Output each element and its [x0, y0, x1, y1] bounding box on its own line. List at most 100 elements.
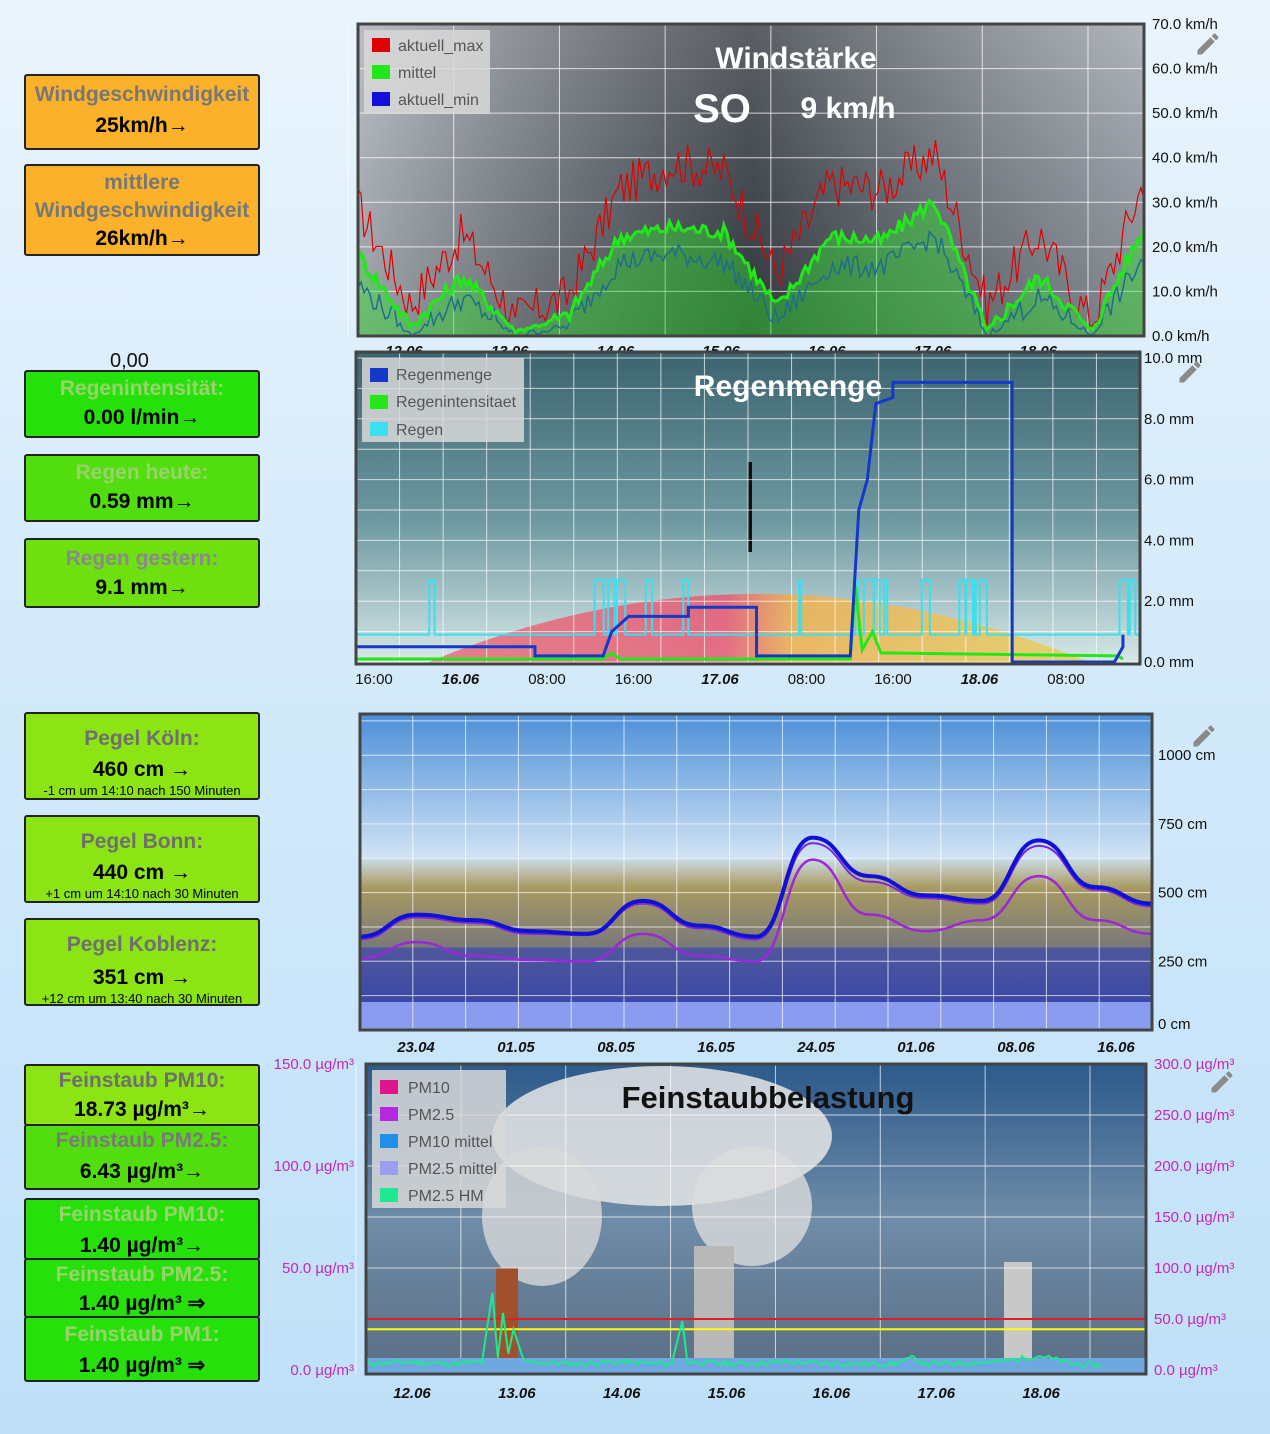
pencil-icon[interactable]	[1194, 30, 1222, 58]
tile-rain-intensity[interactable]: Regenintensität: 0.00 l/min→	[24, 370, 260, 438]
y-tick-label: 6.0 mm	[1144, 472, 1194, 489]
legend-label-min: aktuell_min	[398, 92, 479, 109]
series-line-Regenmenge	[356, 380, 1125, 664]
tile-pm25-a[interactable]: Feinstaub PM2.5: 6.43 µg/m³→	[24, 1124, 260, 1190]
pegel-chart[interactable]: 0 cm 250 cm 500 cm 750 cm 1000 cm 23.04 01.05…	[358, 712, 1258, 1062]
x-tick-label: 17.06	[918, 1385, 956, 1402]
x-tick-label: 08.06	[997, 1039, 1035, 1056]
smoke-decoration	[692, 1146, 812, 1266]
tile-label: Windgeschwindigkeit	[34, 83, 250, 106]
tile-label: Pegel Bonn:	[80, 830, 204, 853]
feinstaub-chart[interactable]: 0.0 µg/m³ 50.0 µg/m³ 100.0 µg/m³ 150.0 µg/m…	[262, 1056, 1258, 1406]
y-tick-label: 10.0 mm	[1144, 350, 1202, 367]
rain-chart-svg: 0.0 mm 2.0 mm 4.0 mm 6.0 mm 8.0 mm 10.0 mm 16…	[354, 350, 1202, 688]
legend-swatch-pm10-mittel	[380, 1134, 398, 1148]
y-tick-label-right: 200.0 µg/m³	[1154, 1158, 1234, 1175]
y-tick-label: 30.0 km/h	[1152, 194, 1218, 211]
legend-swatch-pm10	[380, 1080, 398, 1094]
tile-label: Regen heute:	[75, 461, 209, 484]
y-tick-label-right: 0.0 µg/m³	[1154, 1362, 1218, 1379]
tile-value: 25km/h→	[95, 114, 189, 137]
series-line-aktuell_min	[357, 229, 1145, 338]
plot-frame	[354, 350, 1142, 666]
feinstaub-legend: PM10 PM2.5 PM10 mittel PM2.5 mittel PM2.…	[372, 1070, 506, 1208]
pencil-icon[interactable]	[1176, 358, 1204, 386]
y-tick-label: 40.0 km/h	[1152, 150, 1218, 167]
x-tick-label: 15.06	[708, 1385, 746, 1402]
tile-wind-speed[interactable]: Windgeschwindigkeit 25km/h→	[24, 74, 260, 150]
x-tick-label: 12.06	[393, 1385, 431, 1402]
tile-value: 1.40 µg/m³ ⇒	[78, 1354, 206, 1377]
x-tick-label: 16:00	[355, 671, 393, 688]
pegel-chart-svg: 0 cm 250 cm 500 cm 750 cm 1000 cm 23.04 01.05…	[358, 712, 1216, 1056]
tile-pegel-koeln[interactable]: Pegel Köln: 460 cm → -1 cm um 14:10 nach…	[24, 712, 260, 800]
legend-label-pm25: PM2.5	[408, 1107, 454, 1124]
legend-swatch-intensitaet	[370, 395, 388, 409]
rain-zero-readout: 0,00	[110, 350, 149, 372]
tile-value: 0.59 mm→	[89, 490, 195, 513]
x-tick-label: 01.05	[497, 1039, 535, 1056]
pencil-icon[interactable]	[1208, 1068, 1236, 1096]
tile-rain-yesterday[interactable]: Regen gestern: 9.1 mm→	[24, 538, 260, 608]
wind-legend: aktuell_max mittel aktuell_min	[364, 30, 490, 114]
tile-pm1-b[interactable]: Feinstaub PM1: 1.40 µg/m³ ⇒	[24, 1316, 260, 1382]
x-tick-label: 01.06	[897, 1039, 935, 1056]
x-tick-label: 24.05	[796, 1039, 835, 1056]
legend-label-intensitaet: Regenintensitaet	[396, 394, 517, 411]
tile-value: 9.1 mm→	[95, 576, 189, 599]
pencil-icon[interactable]	[1190, 722, 1218, 750]
legend-label-avg: mittel	[398, 65, 436, 82]
legend-label-pm10: PM10	[408, 1080, 450, 1097]
x-tick-label: 08:00	[1047, 671, 1085, 688]
x-tick-label: 16.05	[697, 1039, 735, 1056]
tile-rain-today[interactable]: Regen heute: 0.59 mm→	[24, 454, 260, 522]
tile-value: 18.73 µg/m³→	[74, 1098, 210, 1121]
umbrella-decoration	[424, 594, 1094, 664]
legend-label-pm25-hm: PM2.5 HM	[408, 1188, 484, 1205]
legend-label-pm25-mittel: PM2.5 mittel	[408, 1161, 497, 1178]
y-tick-label-left: 150.0 µg/m³	[274, 1056, 354, 1073]
tile-pm10-a[interactable]: Feinstaub PM10: 18.73 µg/m³→	[24, 1064, 260, 1126]
y-tick-label: 70.0 km/h	[1152, 16, 1218, 33]
tile-pm10-b[interactable]: Feinstaub PM10: 1.40 µg/m³→	[24, 1198, 260, 1260]
x-tick-label: 08:00	[528, 671, 566, 688]
y-tick-label: 60.0 km/h	[1152, 61, 1218, 78]
tile-label: Feinstaub PM1:	[64, 1323, 220, 1346]
tile-subtext: -1 cm um 14:10 nach 150 Minuten	[43, 783, 241, 798]
y-tick-label-right: 50.0 µg/m³	[1154, 1311, 1226, 1328]
tile-label-line1: mittlere	[104, 171, 180, 194]
tile-pegel-koblenz[interactable]: Pegel Koblenz: 351 cm → +12 cm um 13:40 …	[24, 918, 260, 1006]
tile-label: Pegel Koblenz:	[66, 933, 218, 956]
water-band	[360, 1002, 1152, 1030]
rain-chart[interactable]: 0.0 mm 2.0 mm 4.0 mm 6.0 mm 8.0 mm 10.0 mm 16…	[354, 344, 1254, 694]
x-tick-label: 18.06	[961, 671, 999, 688]
legend-swatch-pm25-mittel	[380, 1161, 398, 1175]
legend-swatch-regenmenge	[370, 368, 388, 382]
tile-value: 460 cm →	[92, 758, 192, 781]
plot-frame	[356, 22, 1146, 338]
x-tick-label: 23.04	[396, 1039, 435, 1056]
tile-label: Regen gestern:	[65, 547, 219, 570]
tile-pm25-b[interactable]: Feinstaub PM2.5: 1.40 µg/m³ ⇒	[24, 1258, 260, 1318]
y-tick-label: 1000 cm	[1158, 747, 1216, 764]
x-tick-label: 16.06	[1097, 1039, 1135, 1056]
y-tick-label: 0 cm	[1158, 1016, 1191, 1033]
y-tick-label: 20.0 km/h	[1152, 239, 1218, 256]
wind-chart[interactable]: 0.0 km/h 10.0 km/h 20.0 km/h 30.0 km/h 40.0 …	[347, 14, 1256, 364]
x-tick-label: 16:00	[874, 671, 912, 688]
rain-legend: Regenmenge Regenintensitaet Regen	[362, 358, 524, 442]
tile-label: Feinstaub PM2.5:	[55, 1129, 229, 1152]
series-area-mittel	[358, 200, 1144, 336]
series-line-aktuell_max	[357, 140, 1145, 327]
tile-pegel-bonn[interactable]: Pegel Bonn: 440 cm → +1 cm um 14:10 nach…	[24, 815, 260, 903]
tile-label: Regenintensität:	[59, 377, 225, 400]
legend-label-regen: Regen	[396, 422, 443, 439]
y-tick-label: 10.0 km/h	[1152, 283, 1218, 300]
legend-swatch-pm25	[380, 1107, 398, 1121]
y-tick-label-right: 150.0 µg/m³	[1154, 1209, 1234, 1226]
y-tick-label-left: 100.0 µg/m³	[274, 1158, 354, 1175]
tile-wind-avg[interactable]: mittlere Windgeschwindigkeit 26km/h→	[24, 164, 260, 256]
series-line-mittel	[356, 198, 1146, 336]
tile-value: 0.00 l/min→	[83, 406, 201, 429]
y-tick-label: 50.0 km/h	[1152, 105, 1218, 122]
